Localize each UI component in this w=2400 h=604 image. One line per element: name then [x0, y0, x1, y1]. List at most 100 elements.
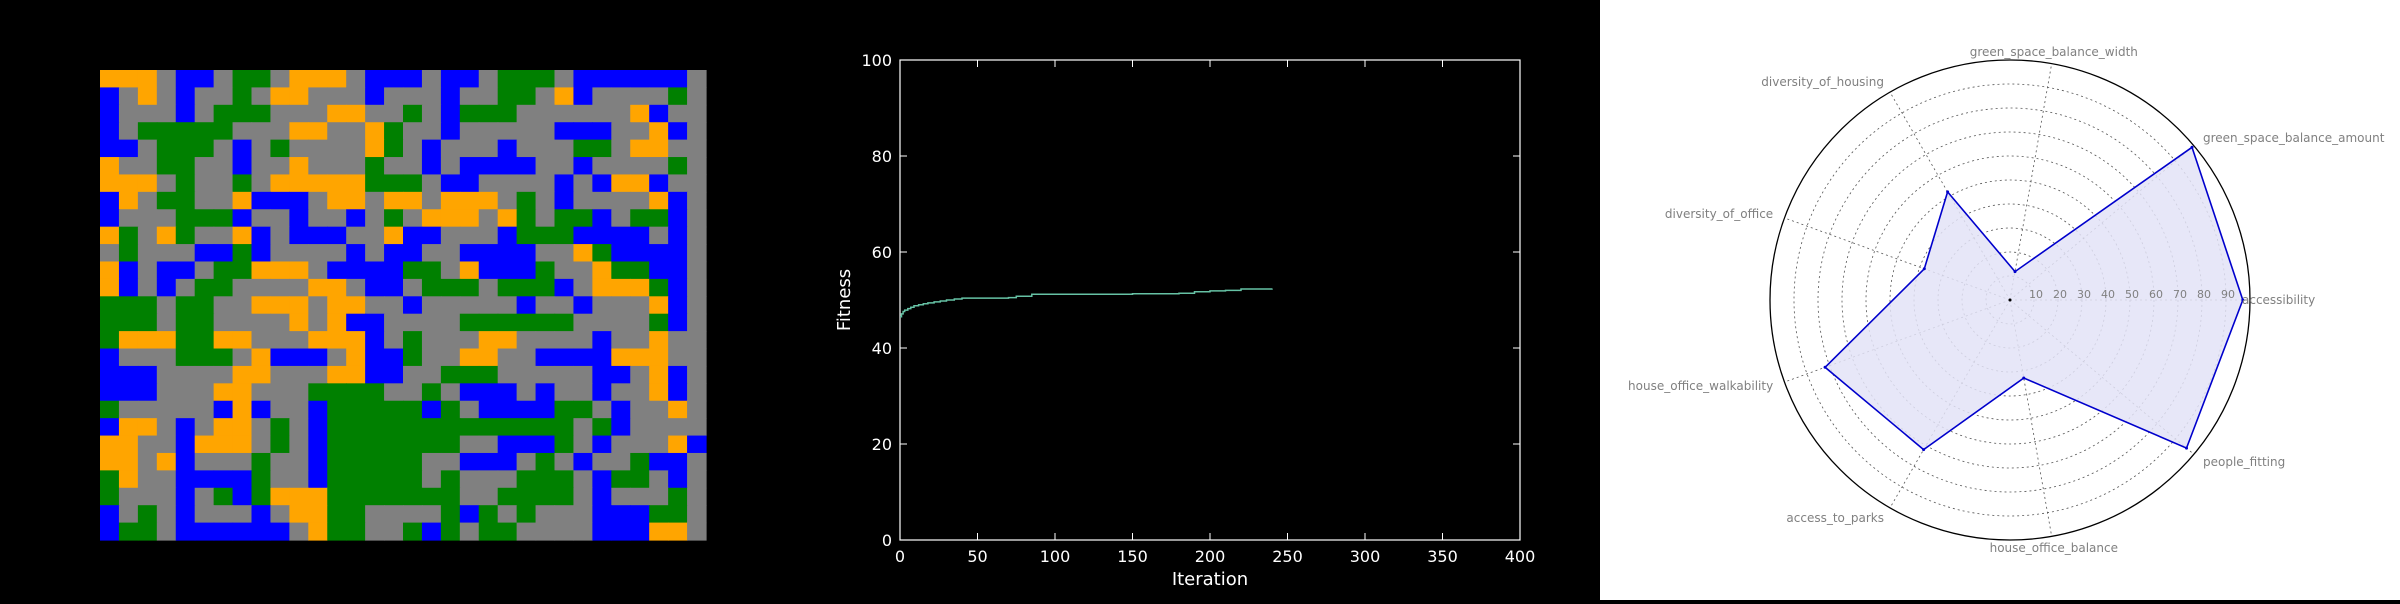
grid-cell-housing — [668, 191, 688, 210]
grid-cell-road — [535, 157, 556, 176]
grid-cell-road — [308, 104, 328, 123]
grid-cell-green — [554, 470, 575, 489]
grid-cell-housing — [403, 296, 423, 315]
grid-cell-housing — [251, 226, 272, 245]
grid-cell-road — [478, 435, 499, 454]
grid-cell-road — [573, 104, 593, 123]
grid-cell-road — [687, 400, 707, 419]
grid-cell-road — [365, 104, 385, 123]
grid-cell-housing — [554, 174, 575, 193]
grid-cell-road — [459, 487, 480, 506]
grid-cell-road — [611, 487, 631, 506]
grid-cell-green — [365, 418, 385, 437]
grid-cell-housing — [289, 209, 309, 228]
grid-cell-road — [251, 209, 272, 228]
grid-cell-housing — [384, 70, 404, 89]
grid-cell-road — [554, 365, 575, 384]
radar-vertex — [1922, 267, 1926, 271]
grid-cell-road — [156, 348, 177, 367]
grid-cell-green — [668, 87, 688, 106]
grid-cell-road — [365, 505, 385, 524]
grid-cell-green — [118, 226, 139, 245]
grid-cell-office — [100, 70, 120, 89]
x-axis-label: Iteration — [1172, 569, 1248, 590]
grid-cell-road — [649, 226, 669, 245]
grid-cell-road — [535, 209, 556, 228]
grid-cell-housing — [118, 261, 139, 280]
grid-cell-road — [687, 104, 707, 123]
grid-cell-office — [421, 209, 442, 228]
grid-cell-road — [384, 505, 404, 524]
grid-cell-office — [554, 87, 575, 106]
grid-cell-housing — [535, 383, 556, 402]
grid-cell-green — [421, 261, 442, 280]
y-tick-label: 40 — [872, 339, 892, 358]
grid-cell-road — [687, 261, 707, 280]
grid-cell-housing — [365, 331, 385, 350]
grid-cell-road — [270, 278, 290, 297]
grid-cell-green — [100, 470, 120, 489]
grid-cell-housing — [175, 452, 196, 471]
grid-cell-road — [440, 331, 461, 350]
grid-cell-road — [327, 244, 347, 263]
grid-cell-office — [289, 296, 309, 315]
grid-cell-green — [440, 400, 461, 419]
grid-cell-housing — [100, 87, 120, 106]
grid-cell-green — [403, 331, 423, 350]
grid-cell-housing — [365, 261, 385, 280]
grid-cell-green — [100, 487, 120, 506]
grid-cell-road — [687, 157, 707, 176]
grid-cell-road — [175, 244, 196, 263]
grid-cell-office — [232, 331, 253, 350]
grid-cell-housing — [668, 244, 688, 263]
grid-cell-office — [308, 70, 328, 89]
grid-cell-road — [156, 87, 177, 106]
grid-cell-green — [592, 139, 612, 158]
grid-cell-road — [687, 505, 707, 524]
grid-cell-road — [156, 487, 177, 506]
grid-cell-green — [421, 418, 442, 437]
grid-cell-road — [270, 226, 290, 245]
grid-cell-green — [251, 70, 272, 89]
grid-cell-green — [668, 505, 688, 524]
grid-cell-housing — [592, 470, 612, 489]
grid-cell-office — [649, 296, 669, 315]
grid-cell-office — [365, 139, 385, 158]
grid-cell-office — [440, 191, 461, 210]
grid-cell-office — [497, 209, 518, 228]
radial-tick-label: 60 — [2149, 288, 2163, 301]
grid-cell-housing — [365, 365, 385, 384]
grid-cell-road — [118, 87, 139, 106]
grid-cell-road — [270, 365, 290, 384]
grid-cell-road — [687, 226, 707, 245]
grid-cell-green — [137, 313, 158, 332]
grid-cell-road — [308, 87, 328, 106]
grid-cell-green — [516, 505, 537, 524]
grid-cell-office — [592, 261, 612, 280]
grid-cell-green — [516, 313, 537, 332]
grid-cell-road — [194, 418, 215, 437]
grid-cell-road — [156, 400, 177, 419]
grid-cell-green — [100, 400, 120, 419]
grid-cell-road — [137, 104, 158, 123]
grid-cell-office — [649, 348, 669, 367]
grid-cell-road — [421, 365, 442, 384]
grid-cell-green — [346, 470, 366, 489]
grid-cell-housing — [649, 174, 669, 193]
grid-cell-housing — [175, 104, 196, 123]
grid-cell-road — [308, 365, 328, 384]
grid-cell-road — [687, 191, 707, 210]
grid-cell-housing — [592, 122, 612, 141]
grid-cell-housing — [213, 470, 234, 489]
grid-cell-road — [289, 278, 309, 297]
grid-cell-road — [194, 505, 215, 524]
grid-cell-green — [478, 365, 499, 384]
grid-cell-road — [497, 505, 518, 524]
grid-cell-green — [213, 487, 234, 506]
grid-cell-road — [251, 122, 272, 141]
grid-cell-housing — [554, 122, 575, 141]
grid-cell-road — [497, 174, 518, 193]
grid-cell-road — [516, 331, 537, 350]
grid-cell-housing — [213, 522, 234, 541]
grid-cell-road — [478, 226, 499, 245]
